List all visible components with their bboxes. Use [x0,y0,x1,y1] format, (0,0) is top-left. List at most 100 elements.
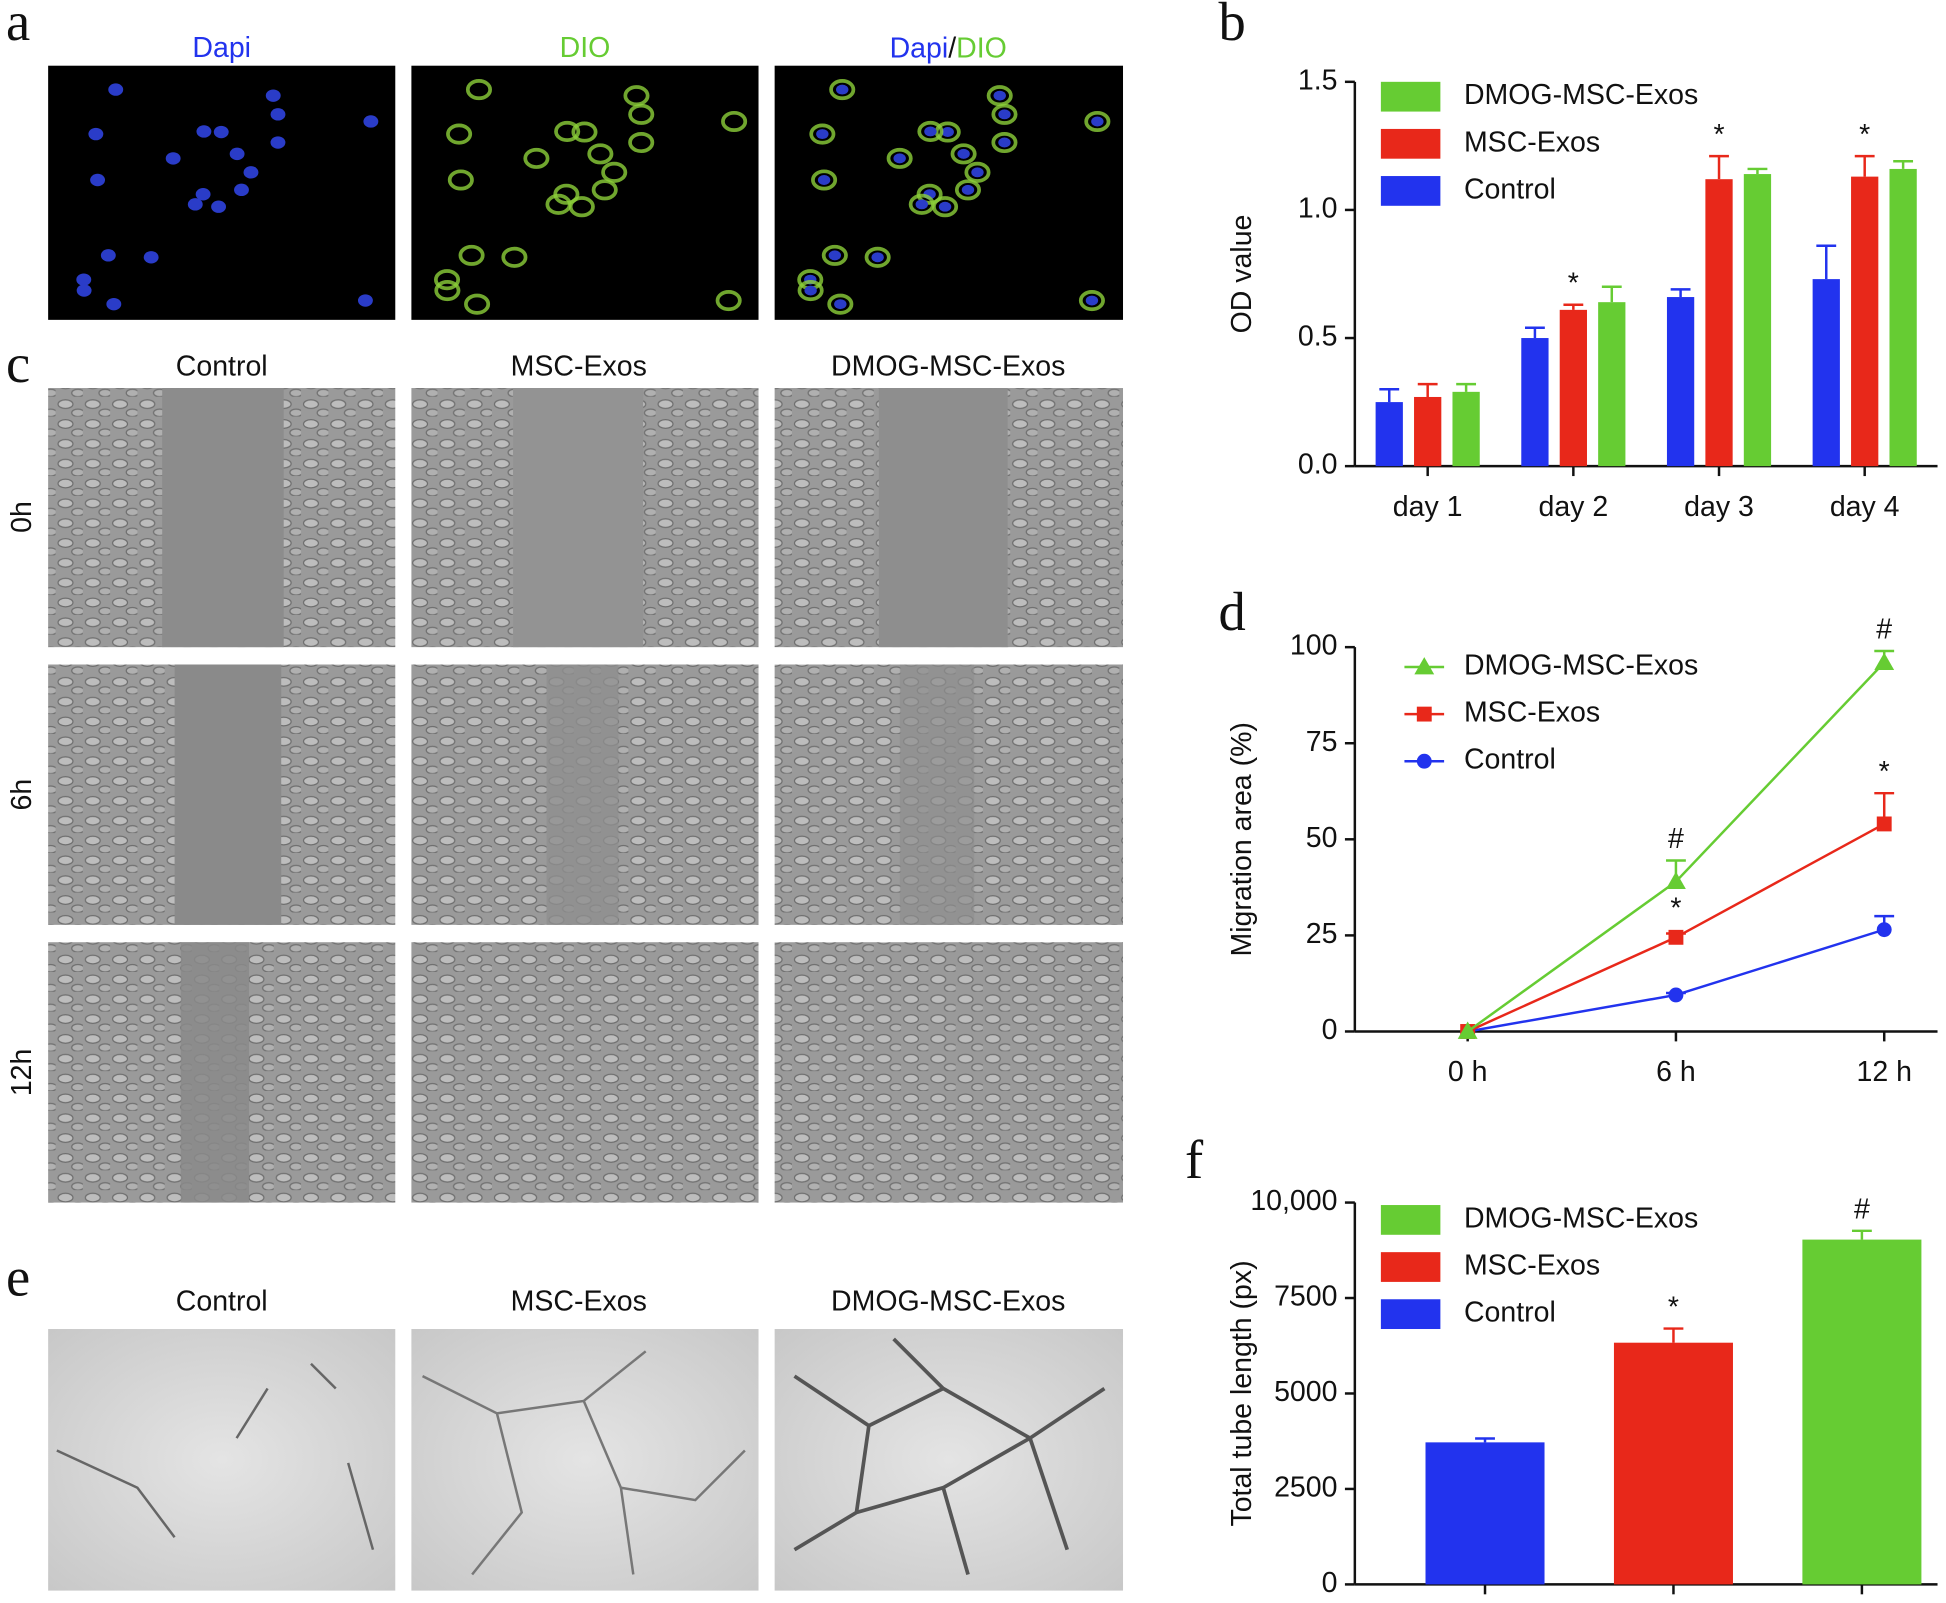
membrane [797,280,824,302]
error-bar [1709,154,1729,180]
legend-label: MSC-Exos [1464,697,1600,729]
panel-letter: b [1218,0,1245,52]
membrane [501,246,528,268]
significance-label: * [1879,756,1890,788]
membrane [601,161,628,183]
nucleus [998,109,1011,120]
y-tick-label: 100 [1290,630,1338,662]
point [1668,929,1684,945]
y-tick-label: 5000 [1274,1376,1337,1408]
legend-label: DMOG-MSC-Exos [1464,650,1698,682]
row-title: 0h [6,501,38,533]
y-tick-label: 25 [1306,918,1338,950]
tube-images [48,1329,1124,1591]
column-title: DMOG-MSC-Exos [831,351,1065,383]
bar [1812,279,1840,467]
membrane [827,293,854,315]
nucleus [76,284,92,297]
nucleus [234,183,249,197]
bar [1375,402,1403,467]
nucleus [243,166,259,179]
legend-swatch [1380,1205,1441,1235]
membrane [864,246,891,268]
nucleus [1091,116,1104,127]
membrane [465,79,492,101]
membrane [446,123,473,145]
point [1666,871,1686,890]
legend-label: Control [1464,1297,1556,1329]
nucleus [938,201,952,212]
nucleus [165,152,181,165]
membrane [954,179,981,201]
y-tick-label: 1.5 [1298,64,1338,96]
nucleus [998,137,1011,148]
significance-label: # [1854,1194,1870,1226]
nucleus [817,175,831,185]
membrane [623,85,650,107]
nucleus [213,125,229,139]
error-bar [1601,285,1622,303]
membrane [1078,290,1105,312]
image-title: Dapi [192,32,251,64]
legend-label: MSC-Exos [1464,1250,1600,1282]
x-tick-label: day 1 [1393,491,1463,523]
title-part: DIO [956,32,1007,64]
membrane [458,244,485,266]
error-bar [1816,244,1837,280]
point [1416,753,1432,769]
error-bar [1851,1229,1872,1240]
bar [1452,391,1480,467]
membrane [964,161,991,183]
error-bar [1524,326,1545,339]
nucleus [834,299,847,310]
legend-swatch [1380,1299,1441,1330]
fluorescence-image [48,65,396,320]
column-title: Control [176,351,268,383]
panel-letter: f [1185,1129,1204,1190]
membrane [721,110,748,133]
nucleus [957,148,970,159]
point [1414,657,1435,675]
x-tick-label: 6 h [1656,1056,1696,1088]
membrane [821,244,848,266]
nucleus [108,83,124,96]
membrane [809,123,836,145]
membrane [587,143,614,165]
panel-letter: d [1218,581,1245,642]
significance-label: * [1668,1291,1679,1323]
nucleus [90,173,106,187]
legend-swatch [1380,1252,1441,1282]
legend-label: DMOG-MSC-Exos [1464,79,1698,111]
bar [1414,396,1442,467]
membrane [1084,110,1111,133]
membrane [545,193,572,215]
membrane [434,269,461,291]
membrane [917,120,944,142]
nucleus [88,127,104,141]
y-tick-label: 75 [1306,726,1338,758]
y-tick-label: 1.0 [1298,192,1338,224]
membrane [715,290,742,312]
error-bar [1747,167,1768,175]
x-tick-label: day 2 [1538,491,1608,523]
column-title: Control [176,1286,268,1318]
membrane [571,121,598,143]
nucleus [1085,295,1099,306]
significance-label: # [1668,823,1684,855]
membrane [447,169,474,191]
bar [1802,1239,1922,1585]
panel-letter: c [6,333,30,394]
panel-letter: e [6,1247,30,1308]
error-bar [1854,154,1875,177]
error-bar [1670,288,1691,298]
nucleus [270,136,286,149]
y-tick-label: 0.0 [1298,449,1338,481]
row-title: 12h [6,1049,38,1097]
y-tick-label: 7500 [1274,1281,1337,1313]
nucleus [924,126,937,137]
nucleus [836,84,849,95]
nucleus [195,188,211,201]
nucleus [971,167,984,178]
point [1668,987,1684,1003]
nucleus [993,90,1006,101]
